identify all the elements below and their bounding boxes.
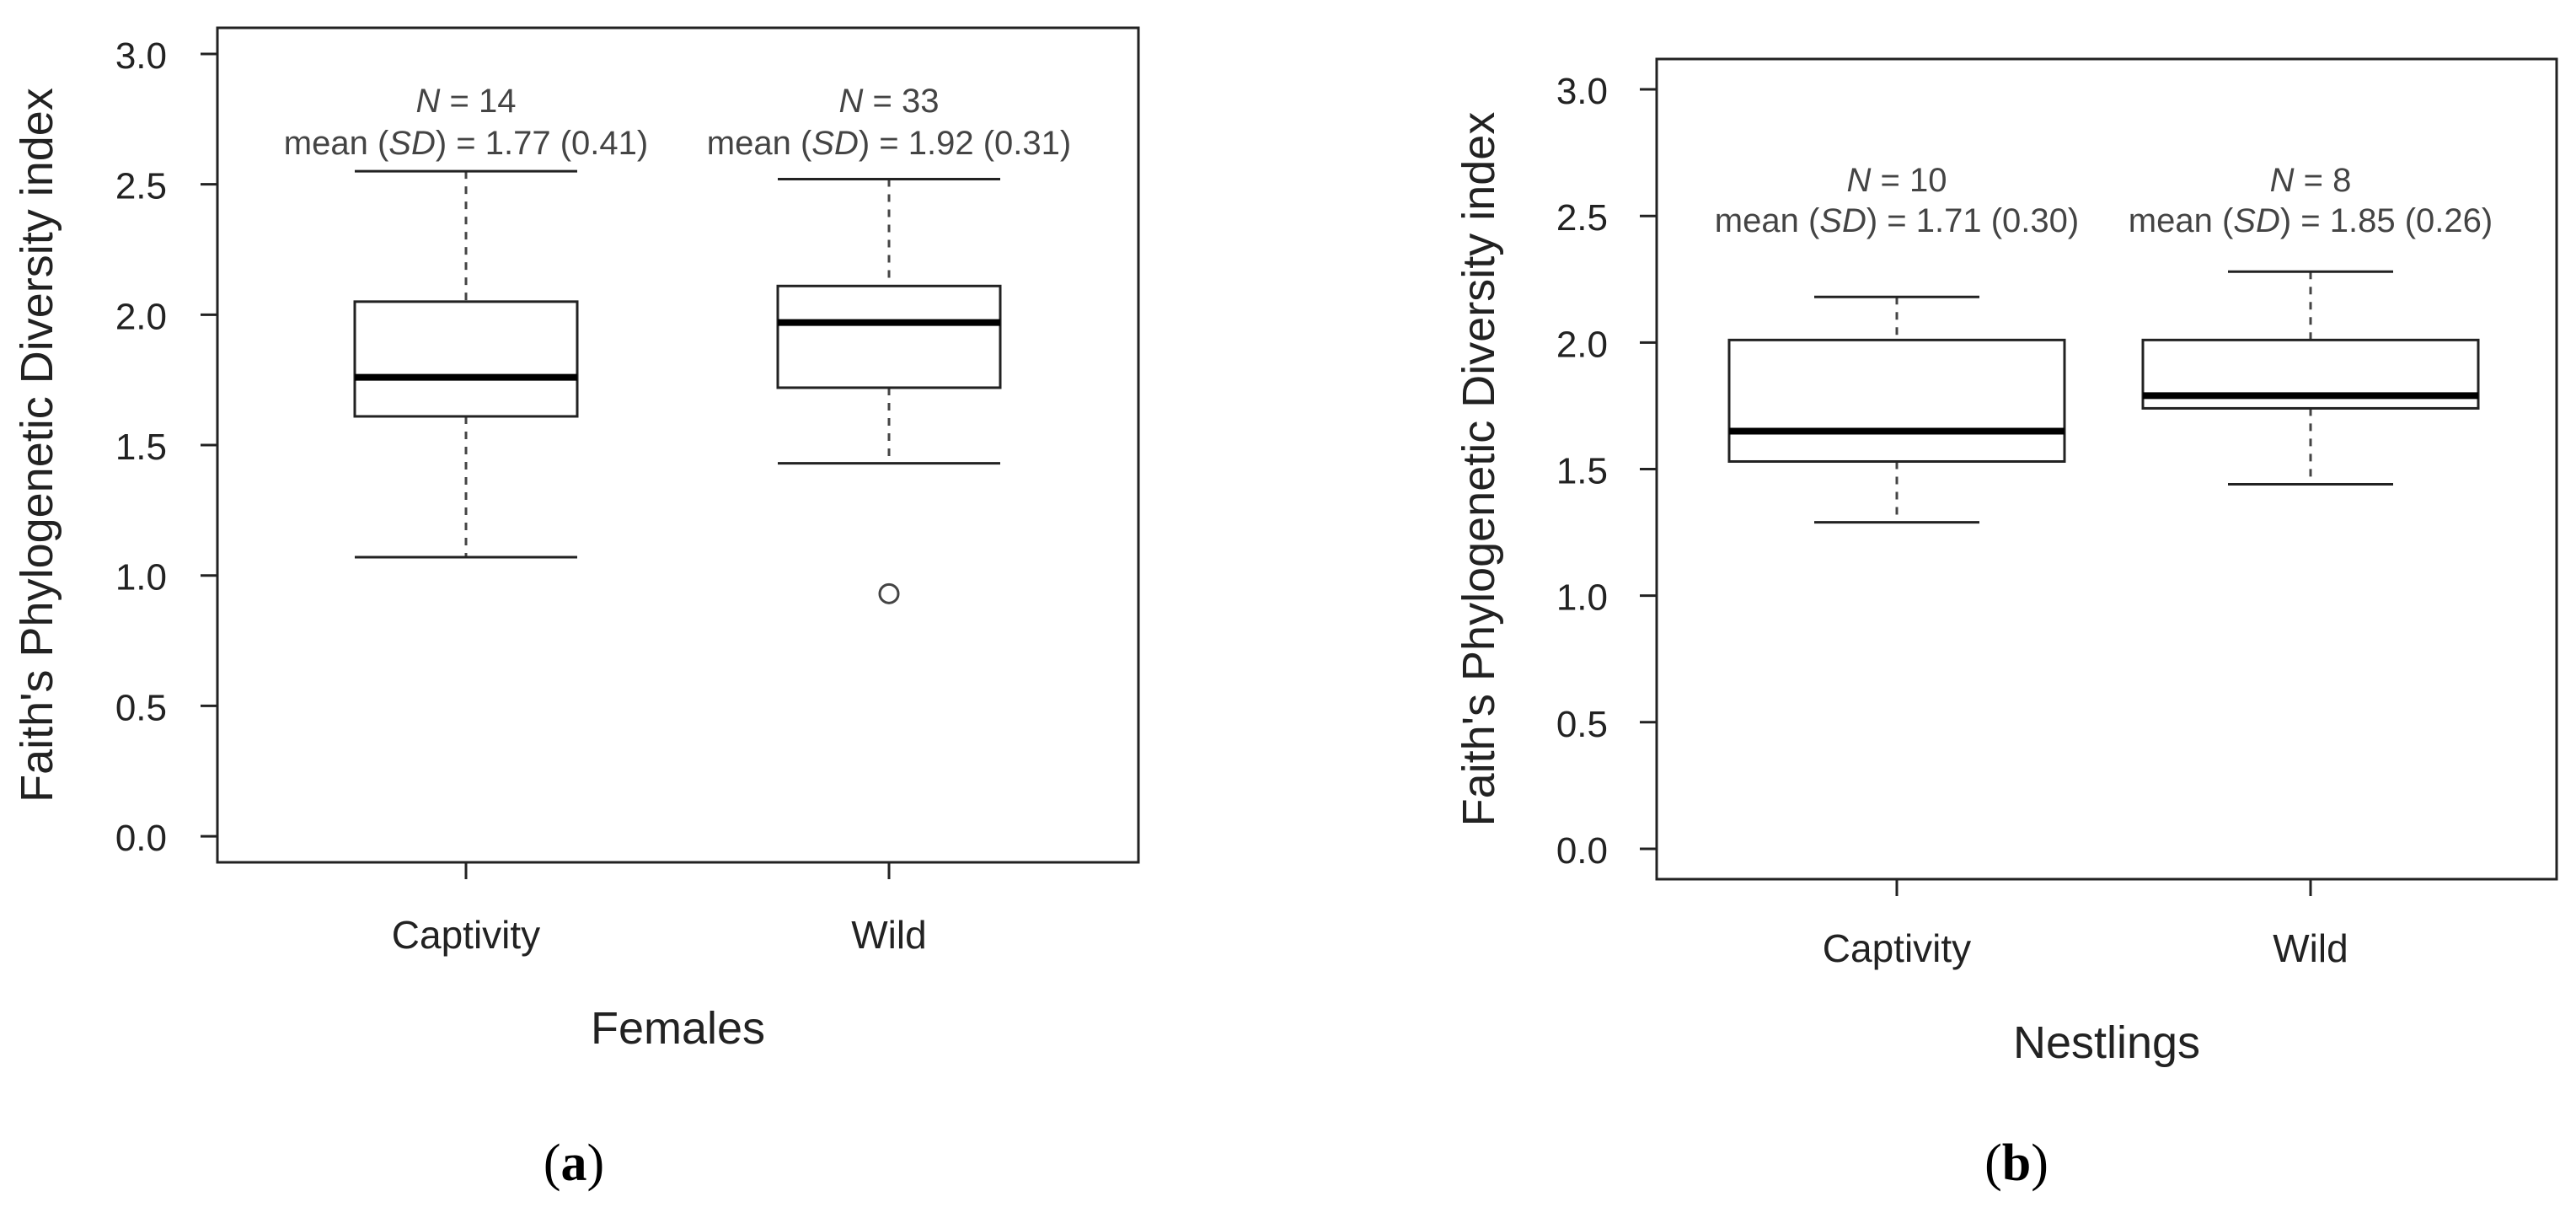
y-axis-label: Faith's Phylogenetic Diversity index <box>12 88 62 802</box>
outlier-point <box>878 582 900 604</box>
y-tick-label: 0.5 <box>1556 704 1608 745</box>
y-tick-label: 1.0 <box>115 557 167 598</box>
y-tick-label: 0.0 <box>115 818 167 859</box>
box-captivity: N = 14 mean (SD) = 1.77 (0.41) <box>284 83 648 559</box>
y-tick-label: 1.5 <box>115 427 167 468</box>
x-tick-label: Captivity <box>392 913 540 957</box>
n-annotation: N = 8 <box>2270 162 2352 199</box>
y-tick-label: 2.0 <box>1556 324 1608 365</box>
y-tick-label: 3.0 <box>1556 71 1608 112</box>
y-tick-label: 0.0 <box>1556 830 1608 872</box>
y-axis-label: Faith's Phylogenetic Diversity index <box>1454 112 1504 827</box>
n-annotation: N = 33 <box>839 83 940 120</box>
x-axis-label: Nestlings <box>2013 1017 2200 1068</box>
panel-label: (b) <box>1984 1135 2048 1192</box>
mean-sd-annotation: mean (SD) = 1.71 (0.30) <box>1715 202 2079 239</box>
y-tick-label: 1.0 <box>1556 577 1608 619</box>
box-wild: N = 33 mean (SD) = 1.92 (0.31) <box>707 83 1071 604</box>
chart-panel-a: 0.0 0.5 1.0 1.5 2.0 2.5 3.0 Faith's Phylogeneti… <box>12 26 1140 1192</box>
x-tick-label: Wild <box>851 913 926 957</box>
y-tick-label: 2.0 <box>115 296 167 337</box>
n-annotation: N = 10 <box>1847 162 1947 199</box>
iqr-box <box>1727 338 2066 463</box>
panel-label: (a) <box>544 1135 604 1192</box>
y-tick-label: 1.5 <box>1556 451 1608 492</box>
y-tick-label: 2.5 <box>115 166 167 207</box>
mean-sd-annotation: mean (SD) = 1.85 (0.26) <box>2129 202 2493 239</box>
chart-panel-b: 0.0 0.5 1.0 1.5 2.0 2.5 3.0 Faith's Phylogeneti… <box>1454 57 2558 1192</box>
x-tick-label: Wild <box>2273 926 2348 970</box>
mean-sd-annotation: mean (SD) = 1.92 (0.31) <box>707 125 1071 162</box>
mean-sd-annotation: mean (SD) = 1.77 (0.41) <box>284 125 648 162</box>
y-tick-label: 0.5 <box>115 687 167 728</box>
n-annotation: N = 14 <box>416 83 517 120</box>
iqr-box <box>353 300 579 418</box>
x-tick-label: Captivity <box>1823 926 1971 970</box>
y-tick-label: 3.0 <box>115 35 167 77</box>
iqr-box <box>776 284 1002 389</box>
x-axis-label: Females <box>591 1003 765 1054</box>
plot-frame <box>1655 57 2558 881</box>
y-tick-label: 2.5 <box>1556 197 1608 239</box>
